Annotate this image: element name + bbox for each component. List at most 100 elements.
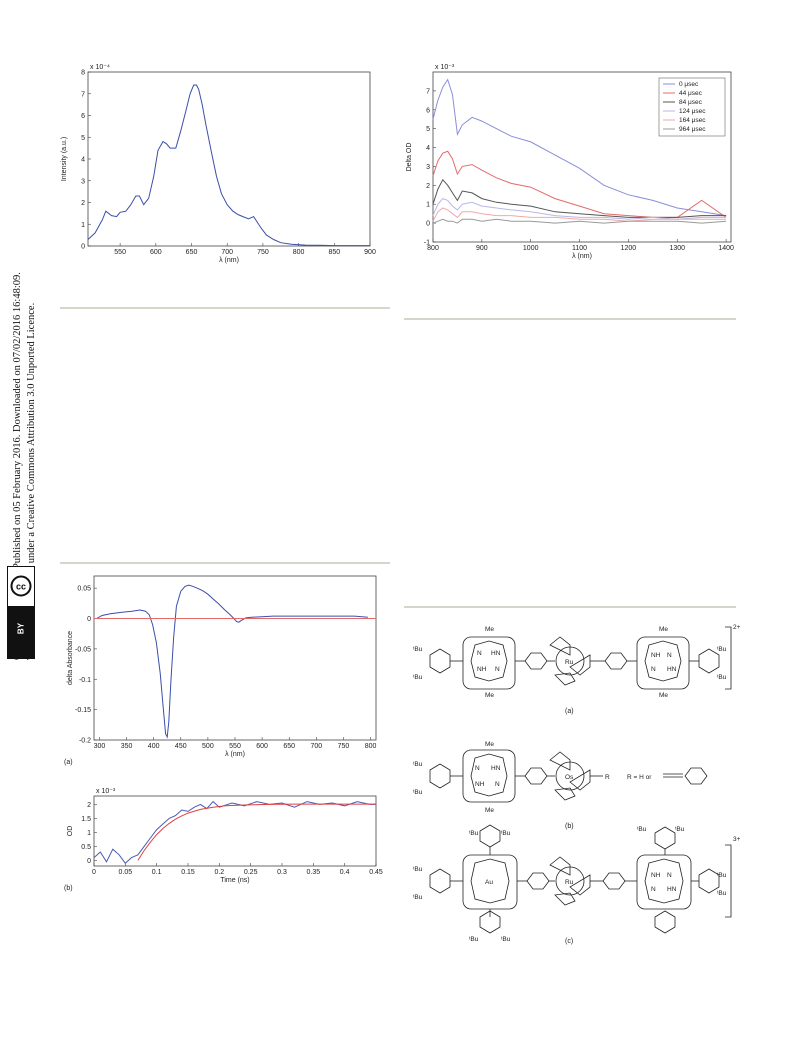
svg-text:ᵗBu: ᵗBu	[637, 826, 647, 833]
svg-text:Me: Me	[659, 692, 668, 699]
kinetic-y-tick-label: 0	[87, 858, 91, 865]
svg-text:Au: Au	[485, 879, 493, 886]
transient-legend-label: 164 μsec	[679, 117, 706, 124]
difference-y-tick-label: -0.2	[79, 738, 91, 745]
svg-text:NH: NH	[651, 652, 661, 659]
svg-text:HN: HN	[667, 886, 677, 893]
emission-x-tick-label: 900	[364, 249, 376, 256]
svg-text:ᵗBu: ᵗBu	[717, 646, 727, 653]
svg-text:ᵗBu: ᵗBu	[413, 866, 423, 873]
difference-x-tick-label: 400	[148, 743, 160, 750]
kinetic-series-line-1	[137, 803, 376, 861]
emission-y-tick-label: 0	[81, 244, 85, 251]
difference-y-tick-label: -0.1	[79, 677, 91, 684]
transient-legend	[658, 77, 726, 137]
svg-text:HN: HN	[491, 765, 501, 772]
transient-y-exponent: x 10⁻³	[435, 64, 455, 71]
emission-x-tick-label: 650	[186, 249, 198, 256]
difference-x-tick-label: 350	[121, 743, 133, 750]
transient-x-axis-label: λ (nm)	[572, 253, 592, 260]
transient-series-line-4	[432, 207, 727, 222]
svg-text:Me: Me	[659, 626, 668, 633]
difference-x-tick-label: 300	[94, 743, 106, 750]
svg-text:ᵗBu: ᵗBu	[469, 830, 479, 837]
transient-legend-label: 0 μsec	[679, 81, 699, 88]
kinetic-panel-label: (b)	[64, 885, 73, 892]
svg-text:NH: NH	[475, 781, 485, 788]
emission-series-line-0	[87, 84, 370, 247]
by-icon: BY	[8, 606, 34, 658]
kinetic-y-tick-label: 0.5	[81, 844, 91, 851]
svg-text:ᵗBu: ᵗBu	[501, 936, 511, 943]
cc-by-badge[interactable]: cc BY	[7, 566, 35, 659]
emission-spectrum-chart: 550 600 650 700 750 800 850 900 0 1 2 3 4 5 6 7 8 λ (nm) I…	[61, 64, 376, 264]
kinetic-x-tick-label: 0.45	[369, 869, 383, 876]
svg-text:HN: HN	[667, 666, 677, 673]
transient-y-tick-label: 2	[426, 183, 430, 190]
svg-text:ᵗBu: ᵗBu	[717, 890, 727, 897]
svg-text:3+: 3+	[733, 836, 741, 843]
difference-x-axis-label: λ (nm)	[225, 751, 245, 758]
kinetic-x-tick-label: 0.35	[307, 869, 321, 876]
svg-text:2+: 2+	[733, 624, 741, 631]
difference-panel-label: (a)	[64, 759, 73, 766]
difference-x-tick-label: 600	[256, 743, 268, 750]
emission-y-tick-label: 7	[81, 91, 85, 98]
kinetic-y-tick-label: 1.5	[81, 816, 91, 823]
svg-text:R: R	[605, 774, 610, 781]
transient-series-line-3	[432, 198, 727, 220]
emission-x-tick-label: 700	[221, 249, 233, 256]
emission-x-tick-label: 750	[257, 249, 269, 256]
transient-x-tick-label: 1400	[718, 245, 734, 252]
emission-x-axis-label: λ (nm)	[219, 257, 239, 264]
transient-legend-label: 124 μsec	[679, 108, 706, 115]
emission-y-tick-label: 4	[81, 157, 85, 164]
emission-x-tick-label: 800	[293, 249, 305, 256]
difference-x-tick-label: 700	[311, 743, 323, 750]
svg-text:Me: Me	[485, 807, 494, 814]
difference-y-axis-label: delta Absorbance	[67, 631, 74, 685]
structure-b	[429, 749, 708, 803]
kinetic-y-axis-label: OD	[67, 826, 74, 837]
svg-text:ᵗBu: ᵗBu	[717, 674, 727, 681]
emission-y-axis-label: Intensity (a.u.)	[61, 137, 68, 181]
difference-series-line-0	[96, 584, 368, 739]
transient-y-tick-label: 5	[426, 126, 430, 133]
difference-x-tick-label: 650	[283, 743, 295, 750]
svg-text:NH: NH	[477, 666, 487, 673]
emission-x-tick-label: 600	[150, 249, 162, 256]
svg-text:N: N	[651, 666, 656, 673]
svg-text:ᵗBu: ᵗBu	[675, 826, 685, 833]
svg-text:ᵗBu: ᵗBu	[413, 646, 423, 653]
difference-x-tick-label: 800	[365, 743, 377, 750]
transient-x-tick-label: 1100	[572, 245, 587, 252]
svg-text:ᵗBu: ᵗBu	[413, 674, 423, 681]
kinetic-x-tick-label: 0.3	[277, 869, 287, 876]
difference-x-tick-label: 450	[175, 743, 187, 750]
divider-rule	[404, 318, 736, 320]
emission-y-tick-label: 2	[81, 200, 85, 207]
svg-text:ᵗBu: ᵗBu	[501, 830, 511, 837]
emission-y-tick-label: 8	[81, 70, 85, 77]
kinetic-x-tick-label: 0.05	[119, 869, 133, 876]
kinetic-x-tick-label: 0.15	[181, 869, 195, 876]
transient-y-tick-label: 6	[426, 107, 430, 114]
kinetic-x-axis-label: Time (ns)	[220, 877, 249, 884]
divider-rule	[60, 562, 390, 564]
svg-text:Ru: Ru	[565, 879, 574, 886]
svg-text:ᵗBu: ᵗBu	[413, 761, 423, 768]
svg-text:N: N	[495, 781, 500, 788]
kinetic-x-tick-label: 0.2	[214, 869, 224, 876]
difference-x-tick-label: 550	[229, 743, 241, 750]
svg-text:Me: Me	[485, 741, 494, 748]
kinetic-y-tick-label: 2	[87, 802, 91, 809]
transient-y-tick-label: 7	[426, 88, 430, 95]
emission-y-tick-label: 6	[81, 113, 85, 120]
svg-text:ᵗBu: ᵗBu	[717, 872, 727, 879]
difference-plot-frame	[93, 575, 377, 741]
svg-text:(b): (b)	[565, 823, 574, 830]
svg-text:(c): (c)	[565, 938, 573, 945]
difference-absorbance-chart: 300 350 400 450 500 550 600 650 700 750 800 -0.2 -0.…	[64, 575, 377, 766]
emission-x-tick-label: 550	[114, 249, 126, 256]
kinetic-y-tick-label: 1	[87, 830, 91, 837]
